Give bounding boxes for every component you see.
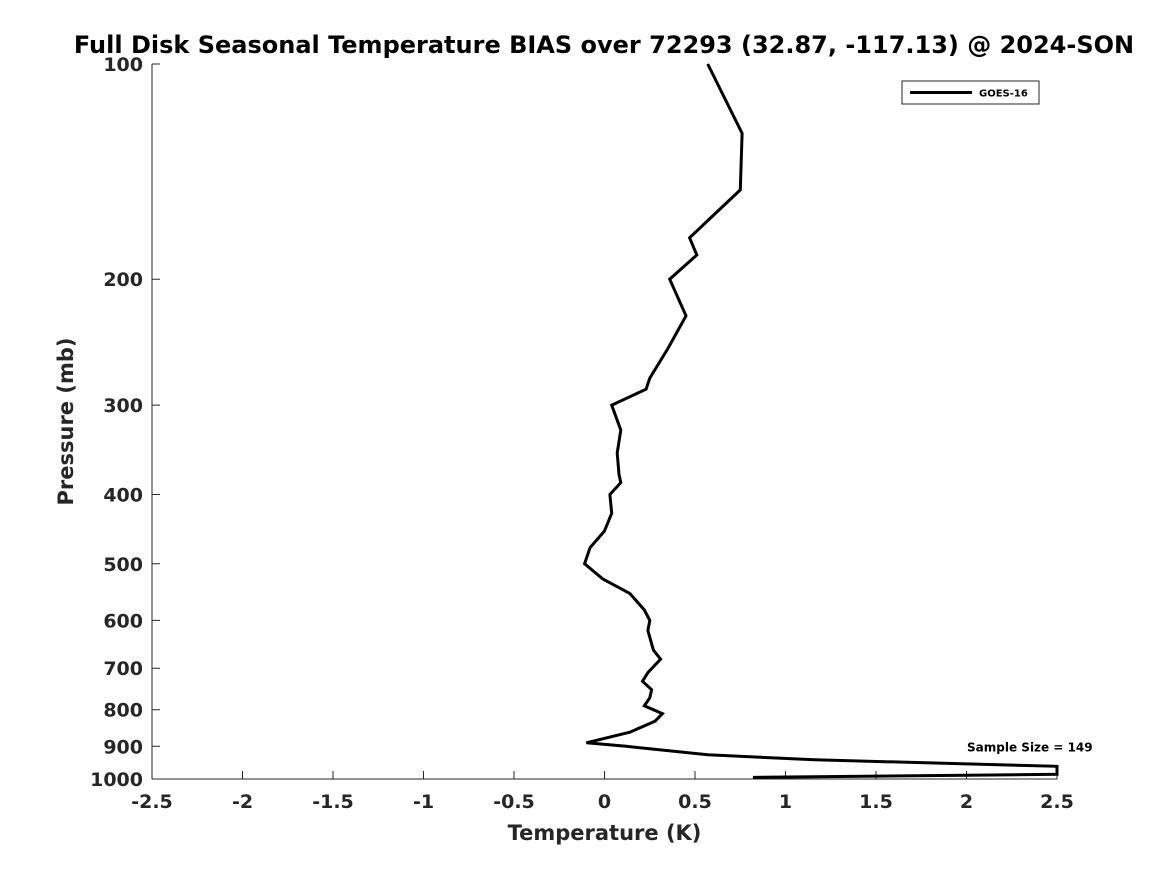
y-axis-ticks: 100 200 300 400 500 600 700 800 900 1000 [90, 54, 160, 791]
x-tick-label: -2 [232, 791, 253, 813]
legend-label-goes-16: GOES-16 [979, 89, 1028, 100]
y-tick-label: 300 [103, 395, 143, 417]
x-tick-label: 2 [960, 791, 973, 813]
y-tick-label: 200 [103, 269, 143, 291]
chart-title: Full Disk Seasonal Temperature BIAS over… [74, 31, 1134, 59]
x-tick-label: -1.5 [312, 791, 354, 813]
x-tick-label: -1 [413, 791, 434, 813]
y-axis-label: Pressure (mb) [54, 338, 78, 506]
x-axis-ticks: -2.5 -2 -1.5 -1 -0.5 0 0.5 1 1.5 2 2.5 [131, 771, 1074, 813]
y-tick-label: 900 [103, 736, 143, 758]
y-tick-label: 500 [103, 554, 143, 576]
x-tick-label: 1 [779, 791, 792, 813]
y-tick-label: 1000 [90, 769, 143, 791]
x-tick-label: 1.5 [859, 791, 893, 813]
series-line-goes-16 [582, 63, 1059, 779]
x-tick-label: 0 [598, 791, 611, 813]
x-tick-label: -0.5 [493, 791, 535, 813]
legend: GOES-16 [901, 80, 1040, 105]
x-axis-label: Temperature (K) [508, 821, 702, 845]
y-tick-label: 800 [103, 700, 143, 722]
y-tick-label: 100 [103, 54, 143, 76]
sample-size-annotation: Sample Size = 149 [967, 740, 1093, 754]
y-tick-label: 700 [103, 658, 143, 680]
plot-area: -2.5 -2 -1.5 -1 -0.5 0 0.5 1 1.5 2 2.5 100 200 300 40… [90, 54, 1074, 813]
y-tick-label: 400 [103, 484, 143, 506]
x-tick-label: 0.5 [678, 791, 712, 813]
x-tick-label: -2.5 [131, 791, 173, 813]
y-tick-label: 600 [103, 610, 143, 632]
x-tick-label: 2.5 [1040, 791, 1074, 813]
